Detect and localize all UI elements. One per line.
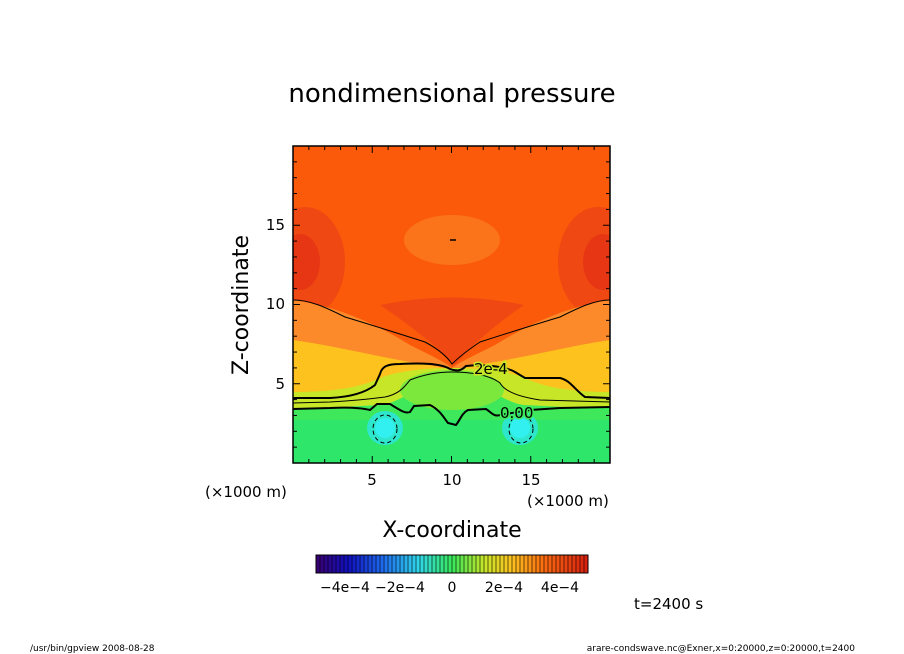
green-bulge-center: [400, 370, 504, 410]
time-label: t=2400 s: [634, 595, 703, 613]
z-tick-label: 15: [266, 216, 285, 234]
z-tick-label: 5: [275, 375, 285, 393]
axis-ticks: [293, 146, 610, 463]
z-axis-label: Z-coordinate: [229, 235, 254, 375]
red-right-core: [583, 234, 610, 290]
x-tick-label: 15: [521, 471, 540, 489]
contours: [293, 239, 610, 444]
contour-1e-4: [293, 371, 610, 404]
chart-title: nondimensional pressure: [288, 79, 615, 109]
contour-0: [293, 403, 610, 427]
x-tick-label: 5: [367, 471, 377, 489]
footer-right: arare-condswave.nc@Exner,x=0:20000,z=0:2…: [587, 644, 856, 654]
contour-dashed-left: [372, 414, 398, 444]
z-axis-unit: (×1000 m): [205, 483, 287, 501]
layer-green-bottom: [293, 420, 610, 463]
colorbar-tick-label: 4e−4: [541, 580, 579, 596]
cyan-min-right-core: [510, 418, 530, 438]
colorbar-tick-labels: −4e−4 −2e−4 0 2e−4 4e−4: [320, 580, 579, 596]
cyan-min-left-core: [375, 418, 395, 438]
colorbar-tick-label: 2e−4: [485, 580, 523, 596]
z-tick-label: 10: [266, 295, 285, 313]
footer-left: /usr/bin/gpview 2008-08-28: [30, 644, 155, 654]
contour-dashed-right: [508, 414, 534, 444]
x-axis-label: X-coordinate: [382, 518, 521, 543]
contour-label-0: 0.00: [500, 404, 533, 422]
colorbar-divisions: [319, 555, 585, 573]
contour-2e-4: [293, 362, 610, 399]
x-tick-labels: 5 10 15: [367, 471, 540, 489]
contour-label-2e-4: 2e-4: [474, 360, 508, 378]
colorbar-tick-label: 0: [448, 580, 457, 596]
pressure-field: [293, 146, 610, 463]
x-axis-unit: (×1000 m): [527, 492, 609, 510]
colorbar-tick-label: −4e−4: [320, 580, 370, 596]
x-tick-label: 10: [442, 471, 461, 489]
colorbar-tick-label: −2e−4: [375, 580, 425, 596]
z-tick-labels: 15 10 5: [266, 216, 285, 393]
red-left-core: [293, 234, 320, 290]
red-center-plume: [380, 297, 524, 365]
contour-upper: [293, 299, 610, 365]
